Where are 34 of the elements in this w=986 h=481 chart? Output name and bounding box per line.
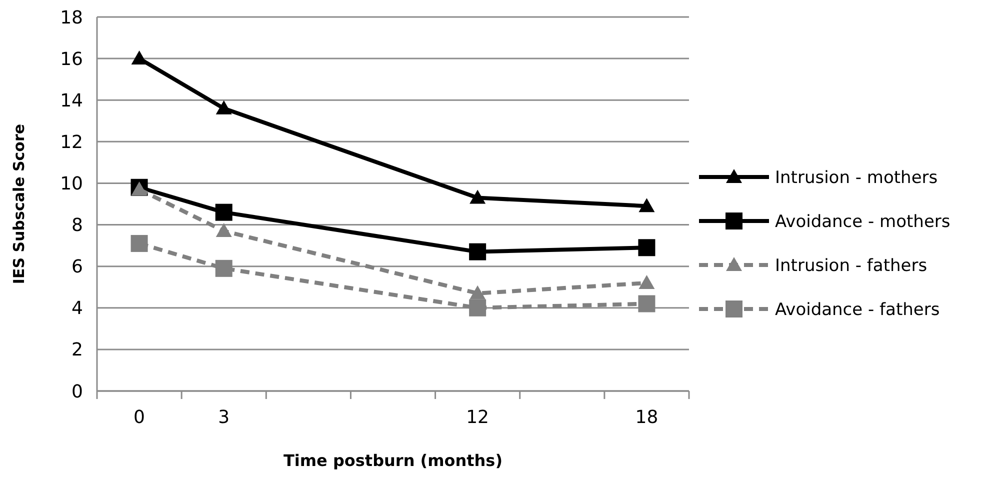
x-tick-label: 18	[635, 407, 658, 428]
legend-label: Avoidance - fathers	[775, 300, 940, 320]
legend-label: Intrusion - mothers	[775, 168, 938, 188]
point	[215, 260, 232, 277]
point	[216, 223, 232, 238]
y-axis-title: IES Subscale Score	[10, 124, 28, 284]
point	[470, 285, 486, 300]
y-tick-label: 12	[60, 132, 83, 153]
x-tick-label: 0	[134, 407, 146, 428]
point	[638, 239, 656, 256]
point	[638, 198, 655, 212]
y-tick-label: 4	[72, 298, 83, 320]
point	[638, 274, 655, 289]
y-tick-label: 16	[60, 48, 83, 70]
y-tick-label: 14	[60, 90, 83, 112]
x-tick-label: 12	[466, 407, 490, 428]
point	[216, 100, 232, 114]
y-tick-label: 18	[60, 7, 83, 28]
legend-label: Intrusion - fathers	[775, 256, 928, 276]
point	[470, 190, 486, 204]
y-tick-label: 2	[72, 340, 83, 361]
point	[215, 204, 232, 221]
point	[469, 299, 486, 316]
x-tick-label: 3	[218, 407, 230, 428]
x-axis-title: Time postburn (months)	[283, 451, 503, 470]
y-tick-label: 6	[72, 256, 83, 278]
legend-label: Avoidance - mothers	[775, 212, 950, 232]
point	[638, 295, 656, 312]
point	[130, 234, 148, 252]
y-tick-label: 0	[72, 381, 83, 402]
y-tick-label: 10	[60, 174, 83, 195]
point	[131, 50, 148, 65]
point	[469, 243, 486, 260]
y-tick-label: 8	[72, 215, 83, 236]
